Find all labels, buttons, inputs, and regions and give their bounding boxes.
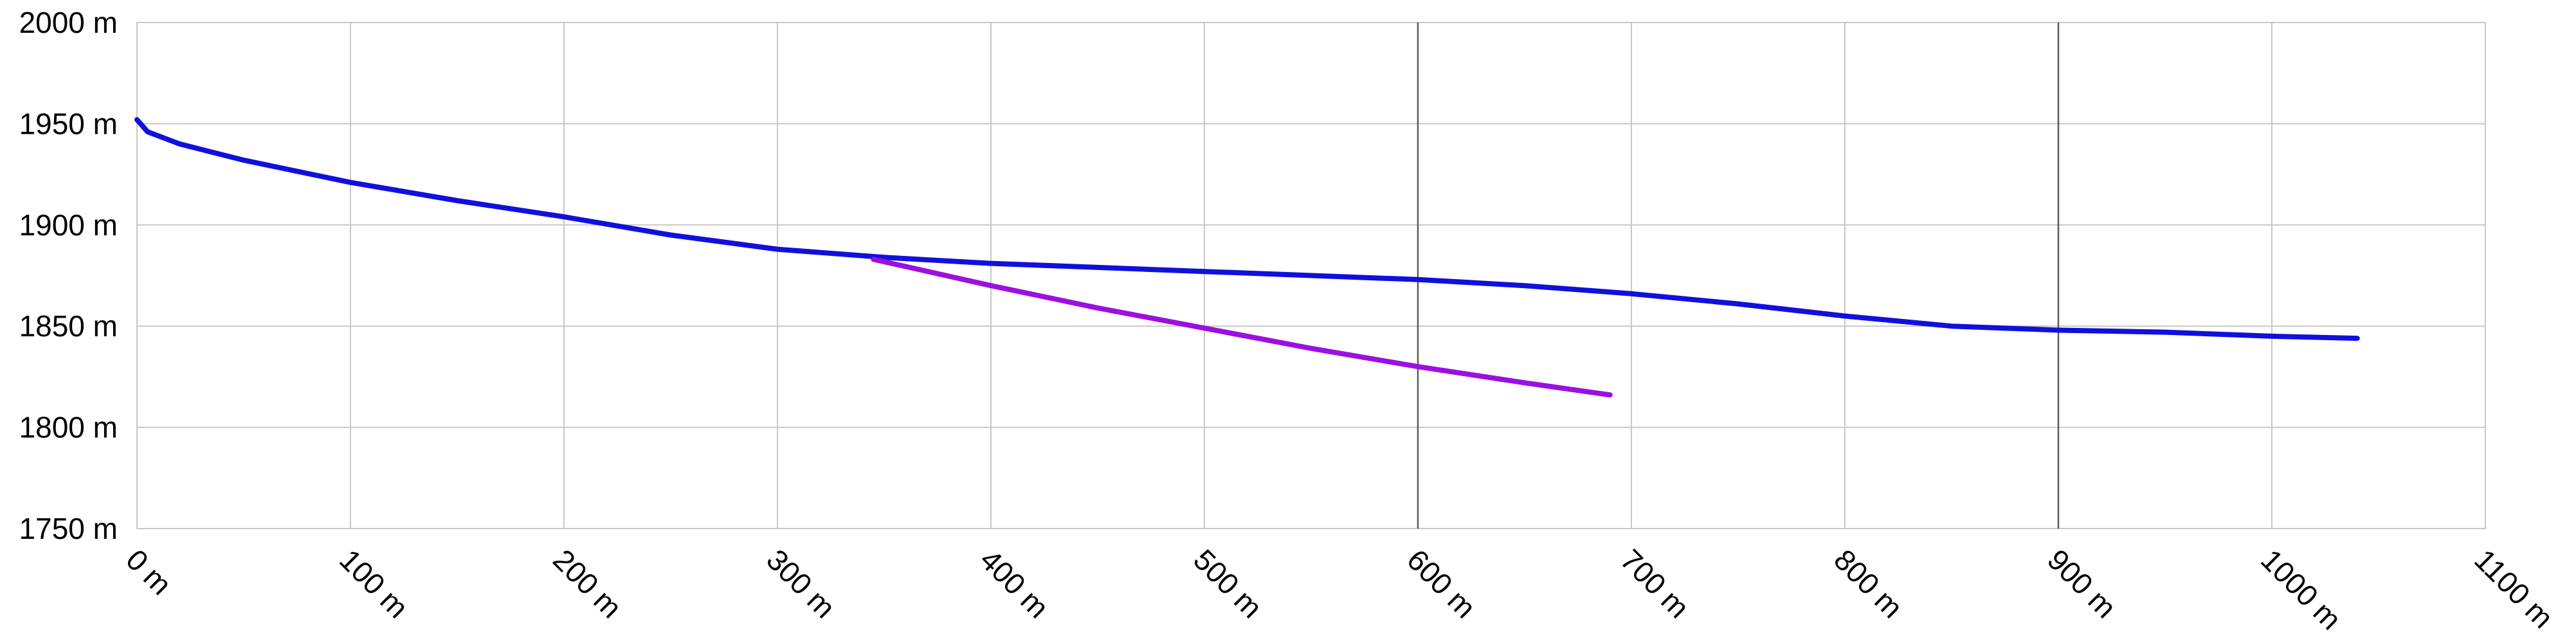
y-tick-label: 1900 m: [19, 208, 118, 242]
x-tick-label: 1000 m: [2254, 543, 2348, 636]
x-tick-label: 500 m: [1187, 543, 1269, 624]
x-tick-label: 400 m: [974, 543, 1055, 624]
x-tick-label: 300 m: [760, 543, 842, 624]
x-tick-label: 100 m: [333, 543, 415, 624]
x-tick-label: 200 m: [547, 543, 628, 624]
x-tick-label: 1100 m: [2468, 543, 2560, 635]
series-line-2: [871, 257, 1613, 398]
y-tick-label: 2000 m: [19, 6, 118, 39]
series-line-1: [134, 117, 2360, 341]
x-tick-label: 900 m: [2041, 543, 2123, 624]
x-tick-label: 700 m: [1614, 543, 1696, 624]
y-tick-label: 1750 m: [19, 512, 118, 545]
x-tick-label: 0 m: [120, 543, 178, 601]
x-tick-label: 800 m: [1828, 543, 1909, 624]
y-tick-label: 1800 m: [19, 411, 118, 444]
y-tick-label: 1850 m: [19, 309, 118, 343]
x-axis-ticks: 0 m 100 m 200 m 300 m 400 m 500 m 600 m 700 m 80…: [120, 543, 2560, 636]
y-tick-label: 1950 m: [19, 107, 118, 140]
series-layer: [134, 117, 2360, 398]
y-axis-ticks: 1750 m 1800 m 1850 m 1900 m 1950 m 2000 m: [19, 6, 118, 545]
x-tick-label: 600 m: [1401, 543, 1482, 624]
grid-layer: [136, 22, 2486, 529]
